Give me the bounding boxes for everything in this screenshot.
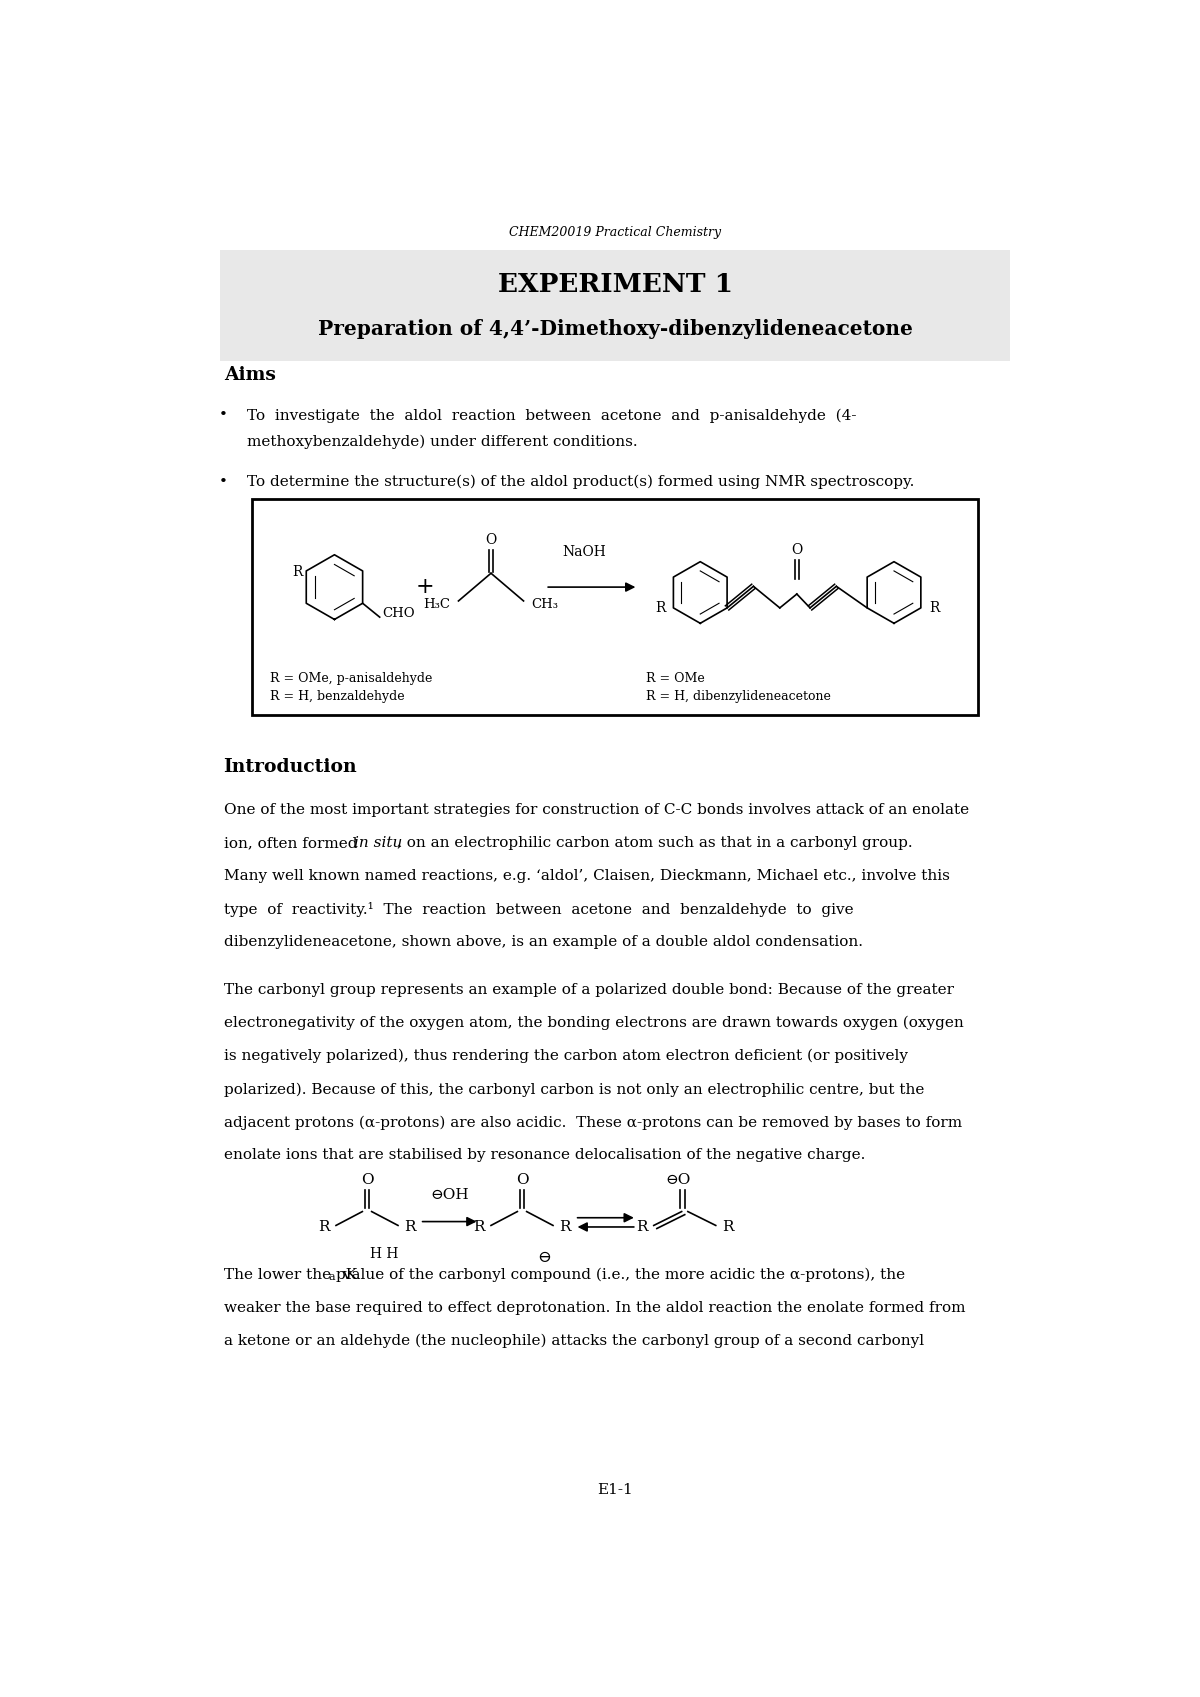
Text: O: O: [485, 533, 497, 546]
Text: One of the most important strategies for construction of C-C bonds involves atta: One of the most important strategies for…: [223, 803, 968, 816]
Text: E1-1: E1-1: [598, 1483, 632, 1497]
Text: is negatively polarized), thus rendering the carbon atom electron deficient (or : is negatively polarized), thus rendering…: [223, 1049, 907, 1064]
Text: , on an electrophilic carbon atom such as that in a carbonyl group.: , on an electrophilic carbon atom such a…: [397, 837, 913, 850]
Text: methoxybenzaldehyde) under different conditions.: methoxybenzaldehyde) under different con…: [247, 434, 637, 450]
Text: a: a: [329, 1273, 335, 1283]
Text: adjacent protons (α-protons) are also acidic.  These α-protons can be removed by: adjacent protons (α-protons) are also ac…: [223, 1115, 961, 1130]
Text: R: R: [722, 1220, 733, 1234]
Text: R = OMe: R = OMe: [646, 672, 704, 686]
Text: CHO: CHO: [382, 608, 415, 619]
Text: R: R: [929, 601, 940, 614]
Text: R = OMe, p-anisaldehyde: R = OMe, p-anisaldehyde: [270, 672, 432, 686]
FancyBboxPatch shape: [220, 249, 1010, 361]
Text: O: O: [791, 543, 803, 557]
Text: R: R: [559, 1220, 571, 1234]
Text: weaker the base required to effect deprotonation. In the aldol reaction the enol: weaker the base required to effect depro…: [223, 1302, 965, 1315]
Text: R = H, dibenzylideneacetone: R = H, dibenzylideneacetone: [646, 691, 830, 703]
Text: NaOH: NaOH: [562, 545, 606, 560]
Text: Many well known named reactions, e.g. ‘aldol’, Claisen, Dieckmann, Michael etc.,: Many well known named reactions, e.g. ‘a…: [223, 869, 949, 882]
Text: R: R: [636, 1220, 648, 1234]
Text: Introduction: Introduction: [223, 759, 358, 776]
Text: R: R: [473, 1220, 485, 1234]
Text: value of the carbonyl compound (i.e., the more acidic the α-protons), the: value of the carbonyl compound (i.e., th…: [338, 1268, 906, 1283]
Text: To determine the structure(s) of the aldol product(s) formed using NMR spectrosc: To determine the structure(s) of the ald…: [247, 475, 914, 489]
Text: electronegativity of the oxygen atom, the bonding electrons are drawn towards ox: electronegativity of the oxygen atom, th…: [223, 1017, 964, 1030]
Text: in situ: in situ: [354, 837, 402, 850]
Text: polarized). Because of this, the carbonyl carbon is not only an electrophilic ce: polarized). Because of this, the carbony…: [223, 1083, 924, 1096]
Text: H₃C: H₃C: [424, 597, 451, 611]
Text: The lower the pK: The lower the pK: [223, 1268, 356, 1281]
Text: CH₃: CH₃: [532, 597, 558, 611]
Text: Aims: Aims: [223, 365, 276, 384]
Text: To  investigate  the  aldol  reaction  between  acetone  and  p-anisaldehyde  (4: To investigate the aldol reaction betwee…: [247, 409, 857, 423]
Text: EXPERIMENT 1: EXPERIMENT 1: [498, 272, 732, 297]
Text: R: R: [292, 565, 302, 579]
Text: R = H, benzaldehyde: R = H, benzaldehyde: [270, 691, 404, 703]
Text: H H: H H: [370, 1247, 398, 1261]
FancyBboxPatch shape: [252, 499, 978, 714]
Text: R: R: [318, 1220, 330, 1234]
Text: a ketone or an aldehyde (the nucleophile) attacks the carbonyl group of a second: a ketone or an aldehyde (the nucleophile…: [223, 1334, 924, 1349]
Text: dibenzylideneacetone, shown above, is an example of a double aldol condensation.: dibenzylideneacetone, shown above, is an…: [223, 935, 863, 949]
Text: ⊖O: ⊖O: [666, 1173, 691, 1186]
Text: ion, often formed: ion, often formed: [223, 837, 362, 850]
Text: R: R: [655, 601, 665, 614]
Text: ⊖: ⊖: [536, 1249, 551, 1266]
Text: Preparation of 4,4’-Dimethoxy-dibenzylideneacetone: Preparation of 4,4’-Dimethoxy-dibenzylid…: [318, 319, 912, 339]
Text: O: O: [361, 1173, 373, 1186]
Text: •: •: [218, 409, 228, 423]
Text: CHEM20019 Practical Chemistry: CHEM20019 Practical Chemistry: [509, 226, 721, 239]
Text: +: +: [416, 575, 434, 597]
Text: •: •: [218, 475, 228, 489]
Text: ⊖OH: ⊖OH: [431, 1188, 469, 1203]
Text: O: O: [516, 1173, 528, 1186]
Text: The carbonyl group represents an example of a polarized double bond: Because of : The carbonyl group represents an example…: [223, 983, 954, 996]
Text: type  of  reactivity.¹  The  reaction  between  acetone  and  benzaldehyde  to  : type of reactivity.¹ The reaction betwee…: [223, 903, 853, 916]
Text: R: R: [404, 1220, 415, 1234]
Text: enolate ions that are stabilised by resonance delocalisation of the negative cha: enolate ions that are stabilised by reso…: [223, 1149, 865, 1162]
